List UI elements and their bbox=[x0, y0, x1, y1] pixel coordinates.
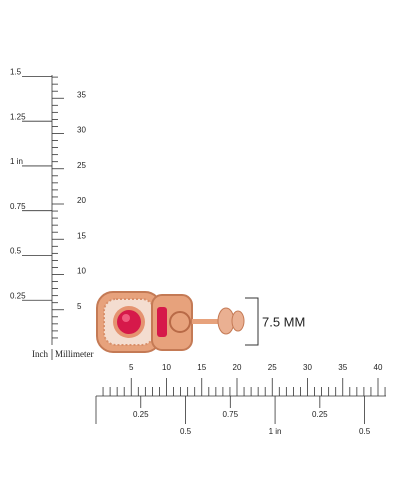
inch-label: 0.25 bbox=[10, 291, 26, 300]
inch-label: 0.75 bbox=[223, 410, 239, 419]
mm-label: 30 bbox=[77, 126, 86, 135]
inch-label: 1 in bbox=[10, 157, 23, 166]
mm-label: 5 bbox=[77, 302, 82, 311]
dimension-label: 7.5 MM bbox=[262, 314, 305, 329]
rulers: 35 30 25 20 15 10 5 1.5 1.25 1 in 0.75 0.5 0.25 5 10 15… bbox=[10, 68, 386, 436]
mm-label: 40 bbox=[374, 363, 383, 372]
inch-label: 0.75 bbox=[10, 202, 26, 211]
inch-label: 0.5 bbox=[180, 427, 192, 436]
inch-label: 0.5 bbox=[10, 247, 22, 256]
mm-label: 25 bbox=[77, 161, 86, 170]
earring-front bbox=[96, 291, 162, 353]
earring-side bbox=[151, 294, 245, 351]
mm-label: 5 bbox=[129, 363, 134, 372]
mm-label: 15 bbox=[77, 231, 86, 240]
inch-label: 1.25 bbox=[10, 112, 26, 121]
mm-label: 35 bbox=[338, 363, 347, 372]
mm-caption: Millimeter bbox=[55, 349, 94, 359]
inch-label: 1.5 bbox=[10, 68, 22, 77]
mm-label: 20 bbox=[233, 363, 242, 372]
inch-caption: Inch bbox=[32, 349, 48, 359]
mm-label: 30 bbox=[303, 363, 312, 372]
mm-label: 25 bbox=[268, 363, 277, 372]
mm-label: 20 bbox=[77, 196, 86, 205]
inch-label: 0.25 bbox=[133, 410, 149, 419]
dimension-bracket bbox=[245, 297, 259, 346]
inch-label: 0.5 bbox=[359, 427, 371, 436]
mm-label: 15 bbox=[197, 363, 206, 372]
inch-label: 0.25 bbox=[312, 410, 328, 419]
mm-label: 10 bbox=[162, 363, 171, 372]
mm-label: 35 bbox=[77, 90, 86, 99]
inch-label: 1 in bbox=[269, 427, 282, 436]
mm-label: 10 bbox=[77, 267, 86, 276]
